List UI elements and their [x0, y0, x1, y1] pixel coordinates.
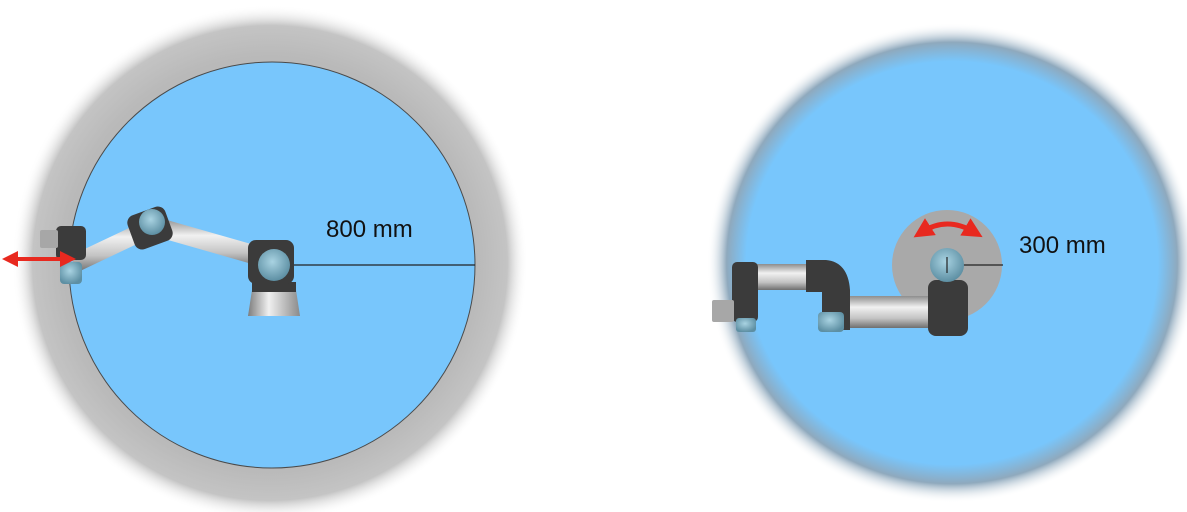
- upper-link: [154, 218, 272, 268]
- rotation-arrow: [913, 218, 983, 238]
- robot-base: [248, 290, 300, 316]
- shoulder-joint-right: [928, 280, 968, 336]
- distance-label-left: 800 mm: [326, 216, 413, 243]
- distance-label-right: 300 mm: [1019, 232, 1106, 259]
- robot-arm-left: [40, 206, 300, 316]
- tool-flange-right: [712, 300, 734, 322]
- wrist-joint-right: [732, 262, 758, 322]
- wrist-cap-right: [736, 318, 756, 332]
- robot-arm-right: [712, 248, 968, 336]
- shoulder-cap: [258, 249, 290, 281]
- elbow-cap: [139, 209, 165, 235]
- base-collar: [252, 282, 296, 292]
- wrist-cap: [60, 262, 82, 284]
- left-reach-diagram: [2, 5, 528, 512]
- long-link: [840, 296, 936, 328]
- right-reach-diagram: [707, 23, 1187, 503]
- tool-flange: [40, 230, 58, 248]
- elbow-cap-right: [818, 312, 844, 332]
- wrist-joint: [56, 226, 86, 260]
